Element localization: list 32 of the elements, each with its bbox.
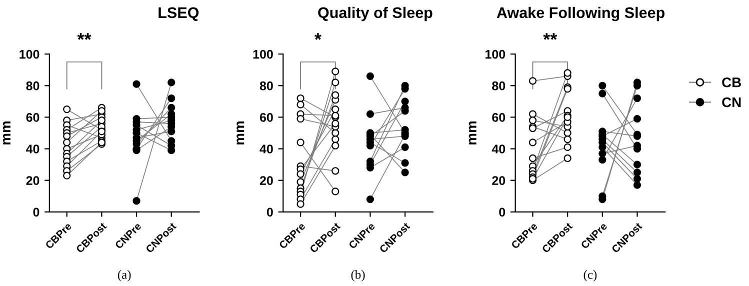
y-tick-label: 80: [26, 81, 40, 90]
chart-title: Quality of Sleep: [318, 6, 432, 22]
y-axis-title: mm: [2, 122, 10, 144]
y-tick-label: 20: [260, 176, 273, 186]
y-tick-label: 0: [499, 208, 506, 217]
y-tick-label: 20: [492, 176, 506, 186]
chart-title: LSEQ: [158, 7, 199, 21]
text: (c): [584, 270, 597, 282]
text: **: [543, 33, 558, 40]
legend-label: CN: [722, 97, 741, 108]
y-tick-label: 80: [260, 81, 273, 90]
y-tick-label: 100: [20, 50, 40, 59]
y-tick-label: 100: [253, 50, 273, 59]
text: (a): [118, 270, 131, 282]
y-tick-label: 60: [260, 113, 273, 122]
y-tick-label: 0: [33, 208, 40, 217]
y-axis-title: mm: [236, 122, 244, 144]
y-tick-label: 40: [26, 144, 40, 154]
y-axis-title: mm: [468, 122, 476, 144]
y-tick-label: 20: [26, 176, 40, 186]
y-tick-label: 80: [492, 81, 506, 90]
text: (b): [351, 270, 365, 282]
y-tick-label: 60: [492, 113, 506, 122]
y-tick-label: 40: [492, 144, 506, 154]
text: **: [77, 33, 92, 40]
chart-title: Awake Following Sleep: [496, 6, 664, 22]
y-tick-label: 100: [486, 50, 506, 59]
text: *: [314, 33, 322, 40]
y-tick-label: 0: [266, 208, 273, 217]
legend-label: CB: [722, 77, 741, 88]
y-tick-label: 60: [26, 113, 40, 122]
y-tick-label: 40: [260, 144, 273, 154]
